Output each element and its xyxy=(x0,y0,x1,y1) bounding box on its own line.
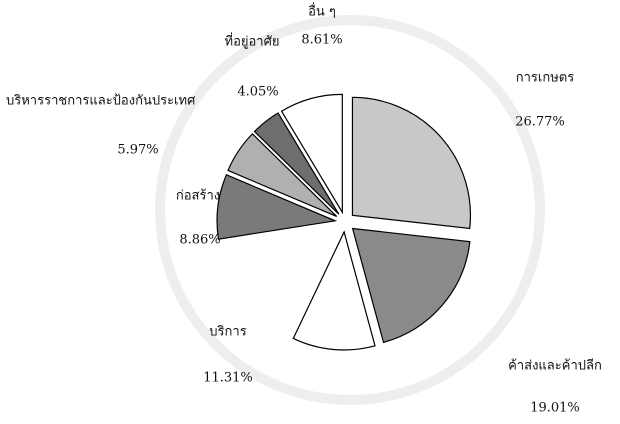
slice-value-label: 5.97% xyxy=(117,143,158,158)
slice-label: ค้าส่งและค้าปลีก xyxy=(508,358,602,374)
pie-slice xyxy=(352,97,470,228)
pie-slice xyxy=(353,229,470,343)
slice-value-label: 11.31% xyxy=(203,371,253,386)
slice-label: อื่น ๆ xyxy=(308,3,336,20)
slice-value-label: 4.05% xyxy=(237,85,278,100)
chart: การเกษตร 26.77% ค้าส่งและค้าปลีก 19.01% บริก… xyxy=(0,0,620,420)
slice-label: บริการ xyxy=(209,325,246,340)
slice-label: ก่อสร้าง xyxy=(176,189,220,204)
slice-value-label: 8.86% xyxy=(179,233,220,248)
slice-value-label: 26.77% xyxy=(515,115,565,130)
slice-value-label: 8.61% xyxy=(301,33,342,48)
slice-label: การเกษตร xyxy=(516,71,574,86)
slice-label: ที่อยู่อาศัย xyxy=(225,33,280,50)
slice-label: บริหารราชการและป้องกันประเทศ xyxy=(6,94,196,109)
slice-value-label: 19.01% xyxy=(530,401,580,416)
